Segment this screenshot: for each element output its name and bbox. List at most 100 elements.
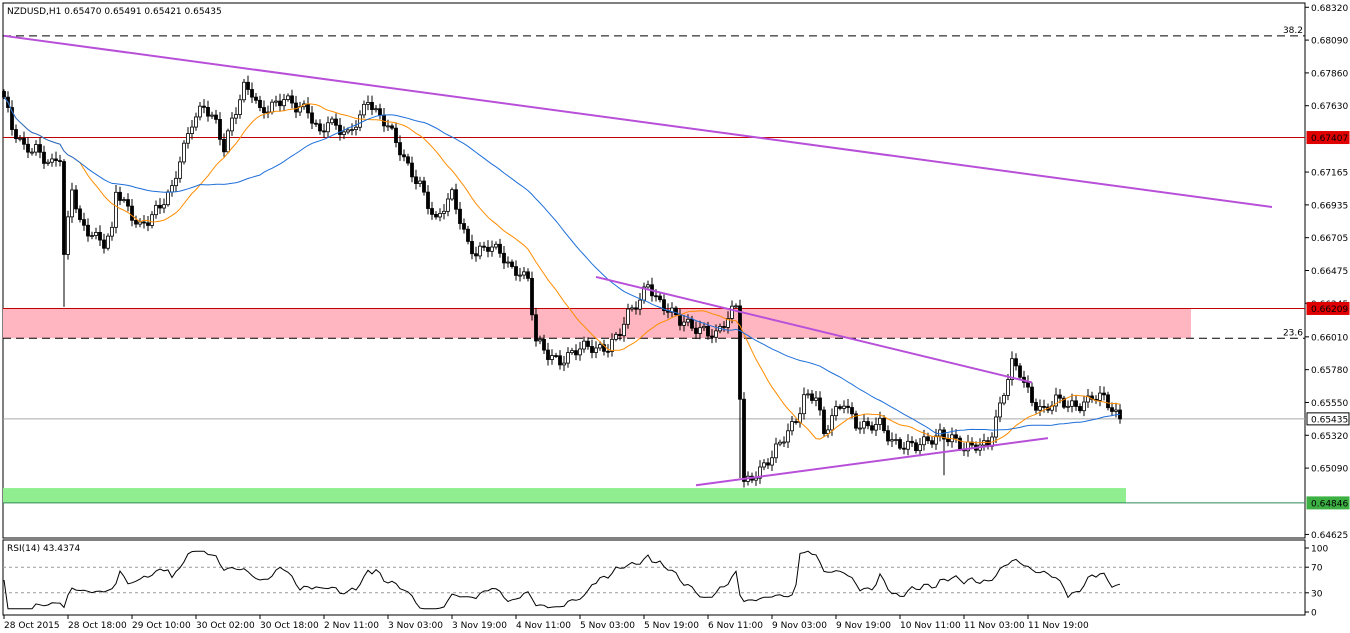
candle-down xyxy=(846,405,850,408)
candle-up xyxy=(814,397,818,401)
candle-down xyxy=(810,393,814,401)
candle-down xyxy=(254,96,258,101)
candle-down xyxy=(866,421,870,427)
candle-down xyxy=(818,397,822,411)
candle-down xyxy=(526,271,530,279)
rsi-tick-label: 30 xyxy=(1311,589,1323,599)
candle-down xyxy=(82,219,86,226)
candle-down xyxy=(86,224,90,237)
time-tick-label: 9 Nov 03:00 xyxy=(772,621,827,631)
candle-down xyxy=(322,130,326,133)
candle-up xyxy=(70,189,74,218)
candle-down xyxy=(402,154,406,158)
time-tick-label: 11 Nov 03:00 xyxy=(964,621,1025,631)
candle-up xyxy=(506,261,510,264)
candle-up xyxy=(890,439,894,442)
candle-down xyxy=(690,318,694,329)
time-tick-label: 28 Oct 2015 xyxy=(4,621,60,631)
candle-up xyxy=(450,189,454,200)
candle-up xyxy=(362,103,366,116)
time-tick-label: 28 Oct 18:00 xyxy=(68,621,127,631)
price-tick-label: 0.64625 xyxy=(1311,531,1348,541)
candle-down xyxy=(414,176,418,184)
candle-up xyxy=(106,235,110,249)
candle-down xyxy=(794,421,798,423)
candle-up xyxy=(230,117,234,132)
candle-up xyxy=(754,477,758,481)
candle-down xyxy=(334,118,338,126)
candle-up xyxy=(630,307,634,310)
price-tick-label: 0.68320 xyxy=(1311,4,1348,14)
candle-down xyxy=(10,107,14,130)
candle-up xyxy=(154,204,158,216)
candle-up xyxy=(238,99,242,115)
candle-up xyxy=(274,100,278,103)
candle-up xyxy=(834,406,838,417)
price-tick-label: 0.65090 xyxy=(1311,465,1348,475)
candle-down xyxy=(434,213,438,218)
candle-down xyxy=(658,295,662,301)
candle-up xyxy=(190,126,194,135)
candle-down xyxy=(318,123,322,132)
candle-down xyxy=(246,81,250,90)
candle-up xyxy=(802,394,806,415)
candle-down xyxy=(1034,402,1038,411)
candle-up xyxy=(330,118,334,124)
candle-down xyxy=(470,241,474,255)
candle-down xyxy=(218,118,222,140)
candle-down xyxy=(1078,406,1082,412)
candle-down xyxy=(314,122,318,125)
candle-up xyxy=(46,161,50,164)
candle-down xyxy=(1062,397,1066,408)
candle-up xyxy=(786,430,790,443)
candle-up xyxy=(1054,394,1058,407)
candle-up xyxy=(242,81,246,101)
candle-down xyxy=(914,442,918,452)
candle-up xyxy=(714,330,718,338)
price-tag-label: 0.65435 xyxy=(1311,415,1348,425)
rsi-tick-label: 100 xyxy=(1311,545,1328,555)
candle-up xyxy=(150,214,154,226)
main-pane-border xyxy=(2,2,1306,539)
candle-up xyxy=(1082,401,1086,412)
resistance-zone xyxy=(3,308,1191,339)
candle-up xyxy=(638,299,642,310)
candle-down xyxy=(130,205,134,221)
candle-up xyxy=(270,101,274,113)
price-tick-label: 0.66705 xyxy=(1311,234,1348,244)
candle-down xyxy=(422,180,426,193)
time-tick-label: 30 Oct 02:00 xyxy=(196,621,255,631)
candle-down xyxy=(262,107,266,114)
candle-down xyxy=(454,189,458,210)
price-tag-label: 0.67407 xyxy=(1311,134,1348,144)
candle-up xyxy=(790,421,794,432)
candle-up xyxy=(162,204,166,209)
candle-up xyxy=(446,198,450,212)
candle-down xyxy=(14,129,18,140)
time-axis: 28 Oct 2015 28 Oct 18:00 29 Oct 10:00 30 Oc… xyxy=(3,615,1089,631)
candle-down xyxy=(214,114,218,120)
price-tick-label: 0.65780 xyxy=(1311,366,1348,376)
candle-up xyxy=(922,436,926,446)
candle-up xyxy=(234,114,238,119)
candle-up xyxy=(598,344,602,349)
candle-down xyxy=(1058,394,1062,399)
candle-up xyxy=(646,284,650,288)
candle-up xyxy=(490,246,494,252)
candle-up xyxy=(342,131,346,135)
trendline xyxy=(695,437,1049,487)
support-zone xyxy=(3,488,1126,503)
candle-up xyxy=(282,99,286,107)
candle-down xyxy=(2,91,6,98)
candle-up xyxy=(774,443,778,459)
price-tag xyxy=(1306,496,1350,510)
candle-up xyxy=(114,191,118,228)
candle-down xyxy=(1102,392,1106,396)
candle-down xyxy=(390,125,394,129)
candle-up xyxy=(734,305,738,308)
time-tick-label: 9 Nov 19:00 xyxy=(836,621,891,631)
candle-down xyxy=(462,223,466,230)
candle-down xyxy=(466,228,470,242)
candle-up xyxy=(610,338,614,352)
